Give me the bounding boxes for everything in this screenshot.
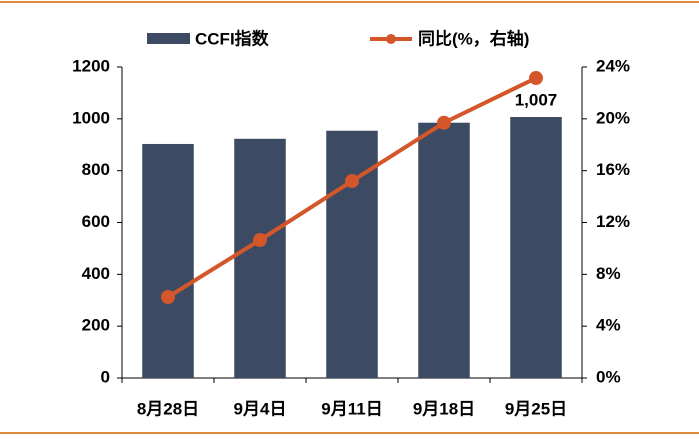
bar: [510, 117, 562, 378]
x-tick-label: 9月4日: [234, 399, 287, 418]
value-label: 1,007: [515, 91, 558, 110]
x-tick-label: 9月25日: [505, 399, 567, 418]
line-point: [253, 232, 267, 247]
y-tick-label: 0: [101, 367, 110, 386]
y2-tick-label: 0%: [596, 367, 621, 386]
y2-tick-label: 24%: [596, 56, 630, 75]
legend-swatch: [147, 33, 190, 44]
legend-swatch-dot: [386, 34, 396, 44]
bar: [142, 143, 194, 378]
y2-tick-label: 20%: [596, 108, 630, 127]
line-point: [345, 174, 359, 189]
x-tick-label: 9月11日: [321, 399, 382, 418]
y-tick-label: 800: [82, 160, 110, 179]
line-point: [437, 115, 451, 130]
y-tick-label: 200: [82, 316, 110, 335]
x-tick-label: 9月18日: [413, 399, 475, 418]
x-tick-label: 8月28日: [137, 399, 199, 418]
line-point: [161, 290, 175, 305]
legend-label: CCFI指数: [195, 28, 270, 48]
bar: [418, 122, 470, 379]
line-point: [529, 71, 543, 86]
y-tick-label: 600: [82, 212, 110, 231]
y2-tick-label: 12%: [596, 212, 630, 231]
legend-label: 同比(%，右轴): [418, 28, 529, 48]
y2-tick-label: 8%: [596, 264, 621, 283]
y2-tick-label: 16%: [596, 160, 630, 179]
y2-tick-label: 4%: [596, 316, 621, 335]
bar: [234, 138, 286, 378]
y-tick-label: 1000: [72, 108, 110, 127]
y-tick-label: 1200: [72, 56, 110, 75]
y-tick-label: 400: [82, 264, 110, 283]
